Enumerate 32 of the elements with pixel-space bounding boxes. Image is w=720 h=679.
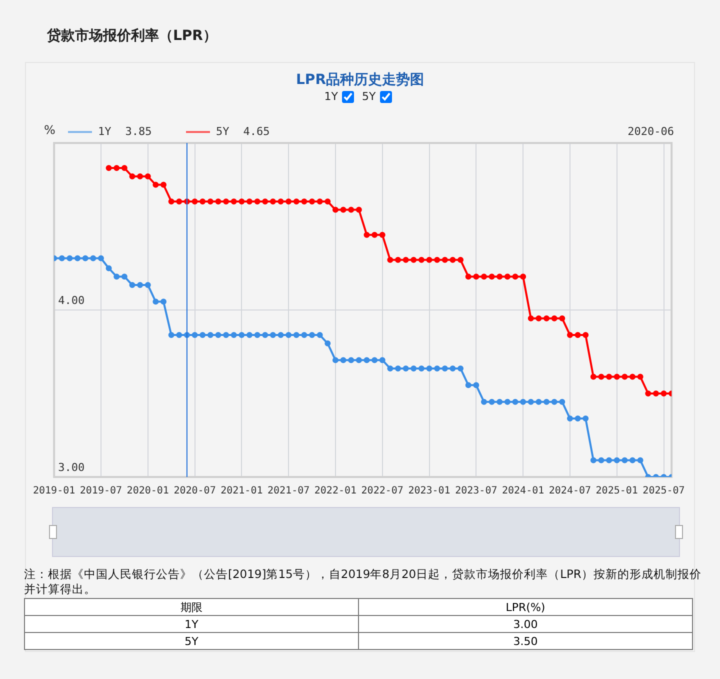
x-tick-label: 2022-07 [361, 486, 404, 497]
text: 1Y [324, 90, 338, 103]
x-tick-label: 2020-07 [174, 486, 216, 497]
y-axis-title: % [44, 123, 56, 137]
text: 期限 [24, 598, 358, 616]
data-label: 3.00 [358, 616, 692, 632]
x-tick-label: 2020-01 [126, 486, 169, 497]
legend-label: 5Y [216, 125, 230, 138]
x-tick-label: 2019-01 [32, 486, 76, 497]
x-tick-label: 2025-01 [596, 486, 638, 497]
text: 5Y [362, 90, 376, 103]
chart-subtitle: LPR品种历史走势图 [295, 71, 425, 89]
y-tick-label: 4.00 [58, 294, 85, 307]
category-label: 1Y [24, 616, 358, 632]
text: 3.85 [125, 125, 152, 138]
x-tick-label: 2024-07 [548, 486, 592, 497]
text: 注：根据《中国人民银行公告》（公告[2019]第15号），自2019年8月20日起，贷款市场报价利率（LPR）按新的形成机制报价并计算得出。 [24, 567, 702, 597]
x-tick-label: 2021-07 [267, 486, 310, 497]
text: LPR(%) [358, 598, 692, 616]
x-tick-label: 2022-01 [314, 486, 357, 497]
x-tick-label: 2024-01 [502, 486, 544, 497]
x-tick-label: 2021-01 [220, 486, 263, 497]
text: 2020-06 [628, 125, 674, 138]
text: 4.65 [243, 125, 270, 138]
chart-title: 贷款市场报价利率（LPR） [47, 27, 217, 45]
x-tick-label: 2023-07 [455, 486, 498, 497]
x-tick-label: 2019-07 [80, 486, 122, 497]
data-label: 3.50 [358, 632, 692, 650]
x-tick-label: 2025-07 [642, 486, 685, 497]
legend-label: 1Y [98, 125, 112, 138]
x-tick-label: 2023-01 [408, 486, 450, 497]
category-label: 5Y [24, 632, 358, 650]
